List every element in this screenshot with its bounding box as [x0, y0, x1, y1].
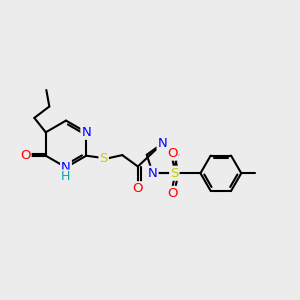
Text: O: O [167, 187, 178, 200]
Text: N: N [158, 137, 167, 150]
Text: S: S [170, 167, 178, 180]
Text: O: O [133, 182, 143, 195]
Text: H: H [61, 170, 70, 184]
Text: O: O [20, 149, 31, 162]
Text: O: O [167, 147, 178, 160]
Text: N: N [148, 167, 158, 180]
Text: N: N [61, 161, 71, 174]
Text: N: N [81, 126, 91, 139]
Text: S: S [100, 152, 108, 165]
